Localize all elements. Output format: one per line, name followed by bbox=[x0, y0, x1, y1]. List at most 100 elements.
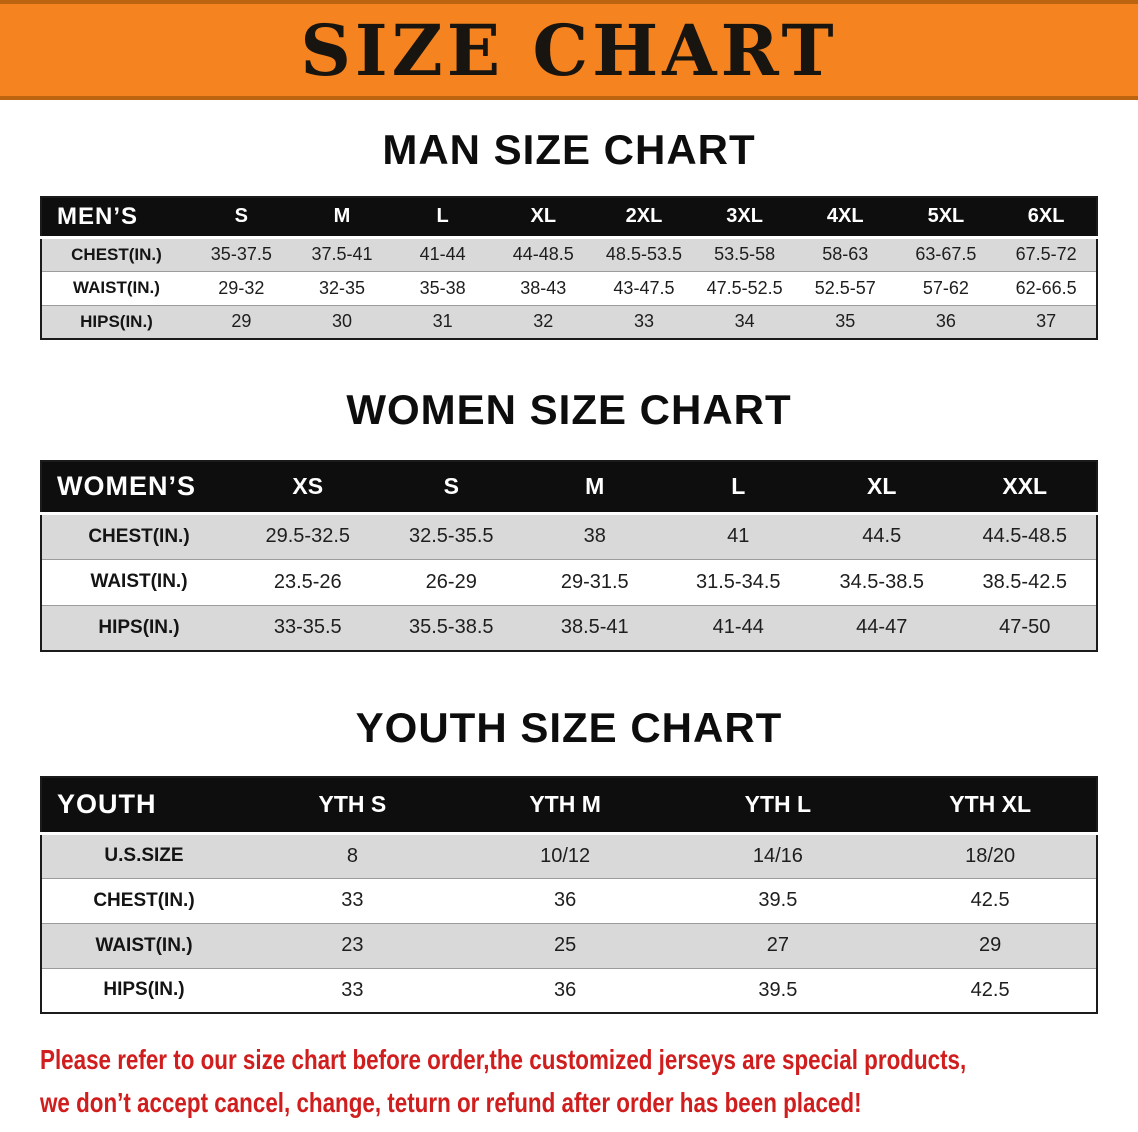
size-column-header: M bbox=[291, 197, 393, 239]
row-label: U.S.SIZE bbox=[104, 845, 184, 866]
size-value-cell: 44.5 bbox=[862, 525, 902, 547]
size-value-cell: 35 bbox=[835, 311, 856, 332]
size-value-cell: 38-43 bbox=[520, 277, 567, 298]
measurement-row: WAIST(IN.) 23 25 27 29 bbox=[41, 923, 1097, 968]
size-value-cell: 39.5 bbox=[758, 978, 798, 1001]
size-value-cell: 57-62 bbox=[922, 277, 969, 298]
size-column-header: S bbox=[379, 461, 523, 515]
table-body: CHEST(IN.) 29.5-32.5 32.5-35.5 38 41 44.5 44.5… bbox=[41, 513, 1097, 651]
size-value-cell: 32-35 bbox=[318, 277, 365, 298]
banner: SIZE CHART bbox=[0, 0, 1138, 100]
size-column-header: M bbox=[523, 461, 667, 515]
size-value-cell: 25 bbox=[554, 934, 577, 956]
row-label: HIPS(IN.) bbox=[80, 311, 153, 331]
size-value-cell: 35.5-38.5 bbox=[408, 616, 494, 639]
measurement-row: HIPS(IN.) 29 30 31 32 33 34 35 36 37 bbox=[41, 305, 1097, 339]
size-value-cell: 23.5-26 bbox=[273, 570, 342, 593]
size-value-cell: 58-63 bbox=[822, 244, 869, 264]
size-value-cell: 26-29 bbox=[425, 570, 477, 593]
size-value-cell: 23 bbox=[341, 934, 364, 956]
size-column-header: XXL bbox=[953, 461, 1097, 515]
size-value-cell: 42.5 bbox=[970, 889, 1010, 911]
youth-size-table: YOUTH YTH S YTH M YTH L YTH XL U.S.SIZE 8 10/12… bbox=[40, 776, 1098, 1014]
size-column-header: 2XL bbox=[593, 197, 695, 239]
youth-section-title: YOUTH SIZE CHART bbox=[355, 704, 783, 751]
size-column-header: 3XL bbox=[694, 197, 795, 239]
size-value-cell: 47-50 bbox=[999, 616, 1051, 639]
measurement-row: HIPS(IN.) 33-35.5 35.5-38.5 38.5-41 41-44 44-… bbox=[41, 605, 1097, 651]
size-column-header: XS bbox=[236, 461, 380, 515]
size-value-cell: 44-48.5 bbox=[512, 244, 574, 264]
size-value-cell: 8 bbox=[346, 844, 358, 867]
youth-size-section: YOUTH SIZE CHART YOUTH YTH S YTH M YTH L YTH… bbox=[0, 704, 1138, 1014]
size-column-header: L bbox=[392, 197, 493, 239]
size-value-cell: 36 bbox=[935, 311, 956, 332]
size-value-cell: 31 bbox=[432, 311, 453, 332]
size-value-cell: 62-66.5 bbox=[1015, 277, 1077, 298]
women-size-table: WOMEN’S XS S M L XL XXL CHEST(IN.) 29.5-32.5 32.5… bbox=[40, 460, 1098, 652]
man-size-table: MEN’S S M L XL 2XL 3XL 4XL 5XL 6XL CHEST(IN.) 35-37… bbox=[40, 196, 1098, 340]
women-size-section: WOMEN SIZE CHART WOMEN’S XS S M L XL XXL CHEST(… bbox=[0, 386, 1138, 652]
size-value-cell: 14/16 bbox=[752, 844, 803, 867]
size-column-header: YTH S bbox=[246, 777, 459, 835]
row-label: CHEST(IN.) bbox=[88, 525, 190, 547]
page-title: SIZE CHART bbox=[300, 8, 838, 92]
size-value-cell: 37.5-41 bbox=[311, 244, 373, 264]
measurement-row: CHEST(IN.) 35-37.5 37.5-41 41-44 44-48.5 48.5… bbox=[41, 237, 1097, 271]
women-section-title: WOMEN SIZE CHART bbox=[346, 386, 792, 433]
row-label: CHEST(IN.) bbox=[93, 889, 195, 911]
size-value-cell: 33 bbox=[633, 311, 654, 332]
size-value-cell: 38.5-41 bbox=[560, 616, 629, 639]
header-row: YOUTH YTH S YTH M YTH L YTH XL bbox=[41, 777, 1097, 835]
disclaimer-line-1: Please refer to our size chart before or… bbox=[40, 1044, 967, 1075]
size-value-cell: 44.5-48.5 bbox=[982, 525, 1067, 547]
row-label: CHEST(IN.) bbox=[71, 244, 162, 264]
size-value-cell: 41 bbox=[727, 525, 750, 547]
man-section-title: MAN SIZE CHART bbox=[382, 126, 756, 173]
row-label: HIPS(IN.) bbox=[98, 616, 180, 638]
measurement-row: U.S.SIZE 8 10/12 14/16 18/20 bbox=[41, 833, 1097, 878]
size-value-cell: 29.5-32.5 bbox=[265, 525, 350, 547]
size-value-cell: 35-38 bbox=[419, 277, 466, 298]
size-value-cell: 36 bbox=[554, 978, 577, 1001]
size-value-cell: 39.5 bbox=[758, 889, 798, 911]
table-corner-label: YOUTH bbox=[41, 777, 246, 835]
size-value-cell: 34.5-38.5 bbox=[839, 570, 924, 593]
size-value-cell: 30 bbox=[331, 311, 352, 332]
table-head: MEN’S S M L XL 2XL 3XL 4XL 5XL 6XL bbox=[41, 197, 1097, 239]
size-column-header: S bbox=[191, 197, 292, 239]
header-row: MEN’S S M L XL 2XL 3XL 4XL 5XL 6XL bbox=[41, 197, 1097, 239]
disclaimer-line-2: we don’t accept cancel, change, teturn o… bbox=[40, 1086, 862, 1118]
size-value-cell: 32.5-35.5 bbox=[408, 525, 494, 547]
size-value-cell: 32 bbox=[533, 311, 554, 332]
size-column-header: YTH XL bbox=[884, 777, 1097, 835]
measurement-row: WAIST(IN.) 23.5-26 26-29 29-31.5 31.5-34.5 34… bbox=[41, 559, 1097, 605]
table-body: U.S.SIZE 8 10/12 14/16 18/20 CHEST(IN.) 33 36 39… bbox=[41, 833, 1097, 1013]
size-value-cell: 38.5-42.5 bbox=[982, 570, 1067, 593]
table-head: YOUTH YTH S YTH M YTH L YTH XL bbox=[41, 777, 1097, 835]
size-value-cell: 34 bbox=[734, 311, 755, 332]
row-label: WAIST(IN.) bbox=[95, 934, 193, 956]
size-column-header: 4XL bbox=[794, 197, 896, 239]
size-value-cell: 38 bbox=[583, 525, 606, 547]
size-value-cell: 53.5-58 bbox=[714, 244, 776, 264]
size-value-cell: 35-37.5 bbox=[210, 244, 272, 264]
size-column-header: 6XL bbox=[996, 197, 1097, 239]
table-corner-label: WOMEN’S bbox=[41, 461, 236, 515]
size-column-header: XL bbox=[810, 461, 954, 515]
size-value-cell: 44-47 bbox=[856, 616, 908, 639]
size-value-cell: 10/12 bbox=[540, 844, 591, 867]
size-column-header: L bbox=[666, 461, 810, 515]
size-column-header: XL bbox=[492, 197, 594, 239]
disclaimer: Please refer to our size chart before or… bbox=[0, 1042, 1138, 1122]
size-column-header: YTH L bbox=[671, 777, 885, 835]
size-value-cell: 18/20 bbox=[965, 844, 1016, 867]
size-value-cell: 29 bbox=[231, 311, 252, 332]
size-value-cell: 29-31.5 bbox=[560, 570, 629, 593]
measurement-row: CHEST(IN.) 33 36 39.5 42.5 bbox=[41, 878, 1097, 923]
size-value-cell: 33 bbox=[341, 889, 364, 911]
size-value-cell: 33 bbox=[341, 978, 364, 1001]
measurement-row: WAIST(IN.) 29-32 32-35 35-38 38-43 43-47.5 47.… bbox=[41, 271, 1097, 305]
table-corner-label: MEN’S bbox=[41, 197, 191, 239]
